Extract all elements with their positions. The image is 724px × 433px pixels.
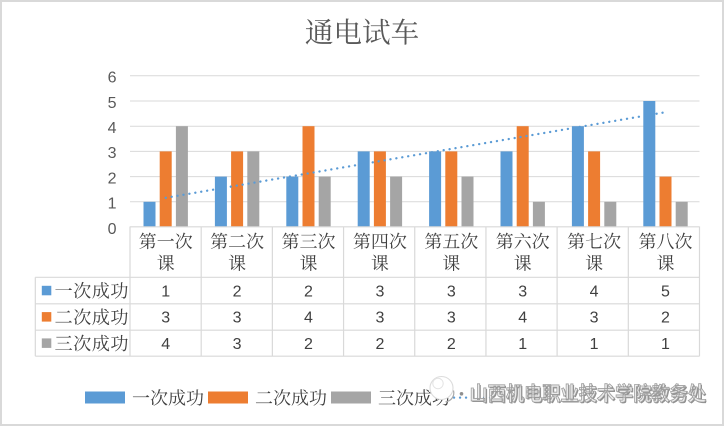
- svg-text:1: 1: [661, 336, 670, 353]
- svg-text:2: 2: [233, 283, 242, 300]
- svg-text:2: 2: [661, 310, 670, 327]
- svg-text:0: 0: [108, 221, 117, 238]
- svg-text:5: 5: [108, 95, 117, 112]
- svg-text:6: 6: [108, 70, 117, 87]
- svg-text:3: 3: [447, 283, 456, 300]
- svg-text:3: 3: [590, 310, 599, 327]
- svg-text:3: 3: [375, 283, 384, 300]
- svg-text:1: 1: [590, 336, 599, 353]
- svg-text:4: 4: [518, 310, 527, 327]
- svg-text:3: 3: [161, 310, 170, 327]
- svg-text:1: 1: [108, 196, 117, 213]
- svg-text:2: 2: [375, 336, 384, 353]
- svg-text:3: 3: [108, 145, 117, 162]
- svg-text:3: 3: [233, 310, 242, 327]
- svg-text:4: 4: [590, 283, 599, 300]
- svg-text:3: 3: [447, 310, 456, 327]
- svg-text:1: 1: [518, 336, 527, 353]
- svg-text:2: 2: [108, 170, 117, 187]
- svg-text:2: 2: [304, 336, 313, 353]
- svg-text:2: 2: [447, 336, 456, 353]
- svg-text:3: 3: [233, 336, 242, 353]
- svg-text:4: 4: [161, 336, 170, 353]
- svg-text:5: 5: [661, 283, 670, 300]
- svg-text:1: 1: [161, 283, 170, 300]
- svg-text:3: 3: [518, 283, 527, 300]
- svg-text:4: 4: [108, 120, 117, 137]
- svg-text:2: 2: [304, 283, 313, 300]
- svg-text:4: 4: [304, 310, 313, 327]
- svg-text:3: 3: [375, 310, 384, 327]
